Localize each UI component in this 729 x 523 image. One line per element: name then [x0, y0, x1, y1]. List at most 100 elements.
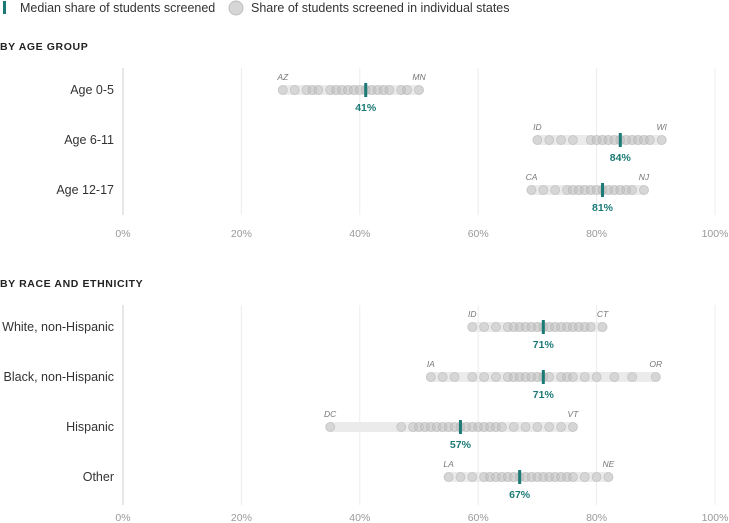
state-dot: [650, 372, 661, 382]
state-dot: [556, 422, 566, 432]
state-dot: [520, 422, 531, 432]
state-dot: [508, 422, 519, 432]
median-marker: [618, 133, 622, 147]
state-dot: [639, 185, 649, 195]
state-dot: [467, 322, 478, 332]
legend-state-label: Share of students screened in individual…: [251, 1, 510, 15]
x-tick-label: 80%: [586, 228, 607, 240]
state-dot: [627, 372, 638, 382]
row-label: Age 0-5: [70, 83, 114, 97]
state-dot: [437, 372, 448, 382]
max-state-label: WI: [657, 122, 668, 132]
min-state-label: CA: [526, 172, 538, 182]
state-dot: [568, 372, 578, 382]
state-dot: [449, 372, 460, 382]
median-marker: [601, 183, 605, 197]
data-row: Other LA NE 67%: [83, 459, 615, 501]
x-tick-label: 60%: [468, 228, 489, 240]
min-state-label: DC: [324, 409, 337, 419]
x-tick-label: 60%: [468, 512, 489, 523]
legend: Median share of students screened Share …: [3, 0, 510, 16]
state-dot: [313, 85, 324, 95]
max-state-label: OR: [649, 359, 662, 369]
x-tick-label: 0%: [115, 512, 130, 523]
chart-panel: BY RACE AND ETHNICITY 0% 20% 40% 60% 80% 100% W…: [0, 278, 728, 523]
median-value-label: 81%: [592, 202, 614, 214]
min-state-label: ID: [468, 309, 477, 319]
median-value-label: 57%: [450, 439, 472, 451]
x-tick-label: 0%: [115, 228, 130, 240]
x-tick-label: 100%: [702, 512, 729, 523]
state-dot: [402, 85, 413, 95]
state-dot: [491, 322, 501, 332]
section-title: BY RACE AND ETHNICITY: [0, 278, 143, 290]
state-dot: [568, 135, 578, 145]
median-value-label: 84%: [610, 152, 632, 164]
median-value-label: 41%: [355, 102, 377, 114]
state-dot: [443, 472, 454, 482]
state-dot: [550, 185, 561, 195]
state-dot: [532, 135, 543, 145]
state-dot: [526, 185, 537, 195]
row-label: Age 12-17: [56, 183, 114, 197]
state-dot: [579, 472, 590, 482]
data-row: White, non-Hispanic ID CT 71%: [2, 309, 609, 351]
state-dot: [532, 422, 543, 432]
state-dot: [414, 85, 424, 95]
row-label: Other: [83, 470, 114, 484]
state-dot: [277, 85, 288, 95]
state-dot: [644, 135, 655, 145]
chart-panels: BY AGE GROUP 0% 20% 40% 60% 80% 100% Age 0-5 AZ M…: [0, 41, 728, 523]
state-dot: [591, 372, 602, 382]
state-dot: [479, 322, 490, 332]
legend-state-dot-swatch: [228, 0, 244, 16]
x-tick-label: 40%: [349, 512, 370, 523]
max-state-label: NE: [603, 459, 615, 469]
x-tick-label: 20%: [231, 512, 252, 523]
state-dot: [609, 372, 620, 382]
state-dot: [455, 472, 466, 482]
state-dot: [396, 422, 407, 432]
row-label: Age 6-11: [64, 133, 114, 147]
state-dot: [384, 85, 395, 95]
median-marker: [518, 470, 522, 484]
state-dot: [627, 185, 638, 195]
data-row: Age 0-5 AZ MN 41%: [70, 72, 426, 114]
state-dot: [591, 472, 602, 482]
row-label: Hispanic: [66, 420, 114, 434]
min-state-label: ID: [533, 122, 542, 132]
legend-median-swatch: [3, 1, 6, 14]
state-dot: [585, 322, 596, 332]
state-dot: [544, 422, 555, 432]
max-state-label: MN: [412, 72, 426, 82]
data-row: Age 6-11 ID WI 84%: [64, 122, 667, 164]
state-dot: [467, 372, 478, 382]
median-value-label: 71%: [533, 389, 555, 401]
state-dot: [479, 372, 490, 382]
row-label: Black, non-Hispanic: [4, 370, 114, 384]
min-state-label: IA: [427, 359, 435, 369]
data-row: Hispanic DC VT 57%: [66, 409, 579, 451]
state-dot: [544, 372, 555, 382]
state-dot: [579, 372, 590, 382]
state-dot: [568, 422, 578, 432]
median-marker: [458, 420, 462, 434]
chart-panel: BY AGE GROUP 0% 20% 40% 60% 80% 100% Age 0-5 AZ M…: [0, 41, 728, 240]
x-tick-label: 100%: [702, 228, 729, 240]
median-marker: [364, 83, 368, 97]
legend-median-label: Median share of students screened: [20, 1, 215, 15]
median-value-label: 71%: [533, 339, 555, 351]
data-row: Age 12-17 CA NJ 81%: [56, 172, 650, 214]
max-state-label: CT: [597, 309, 609, 319]
state-dot: [491, 372, 501, 382]
min-state-label: AZ: [276, 72, 289, 82]
state-dot: [656, 135, 667, 145]
section-title: BY AGE GROUP: [0, 41, 88, 53]
max-state-label: VT: [567, 409, 579, 419]
state-dot: [597, 322, 608, 332]
x-tick-label: 40%: [349, 228, 370, 240]
max-state-label: NJ: [639, 172, 650, 182]
state-dot: [289, 85, 300, 95]
median-value-label: 67%: [509, 489, 531, 501]
